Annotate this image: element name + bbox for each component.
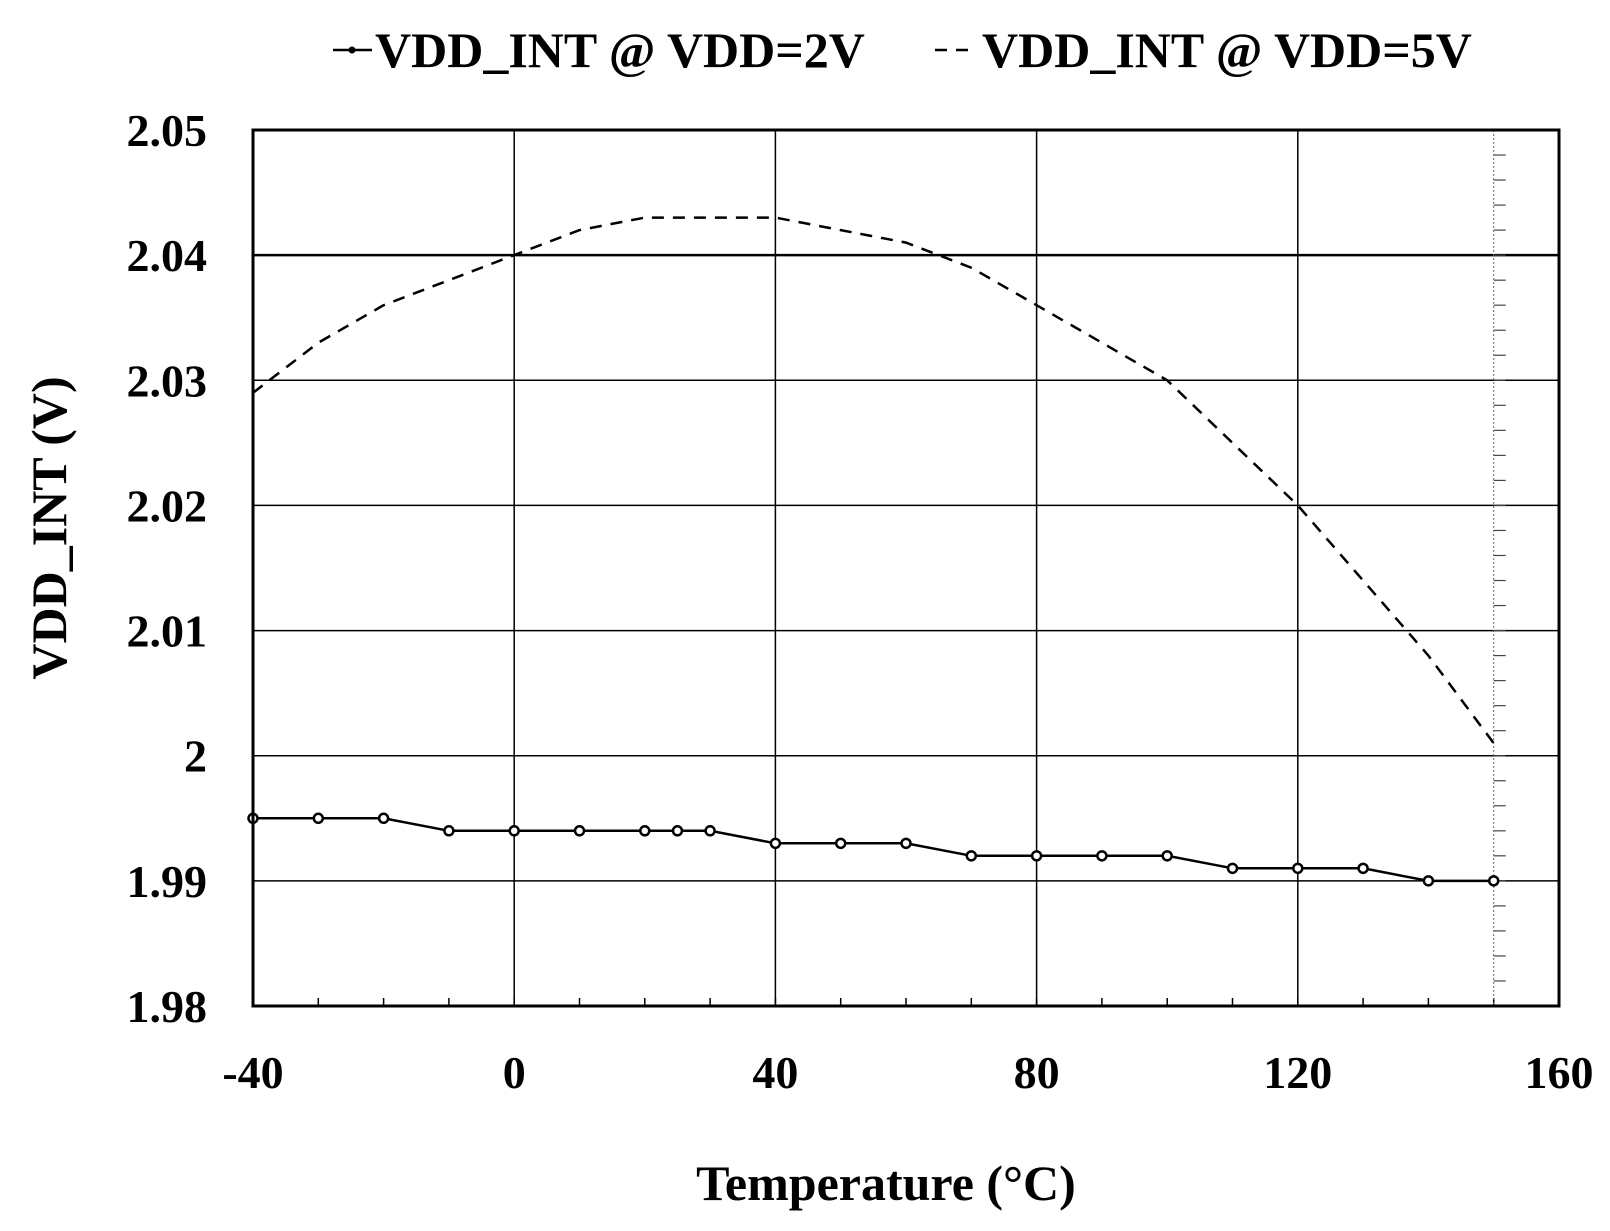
x-axis-title: Temperature (°C)	[696, 1155, 1076, 1211]
series-point	[1096, 850, 1108, 862]
x-tick-label: 160	[1525, 1047, 1594, 1098]
y-tick-label: 2.04	[127, 230, 208, 281]
series-layer	[247, 216, 1500, 887]
series-point	[965, 850, 978, 862]
series-point	[671, 825, 684, 837]
series-point	[377, 812, 390, 825]
series-line-1	[252, 216, 1495, 744]
y-axis-title: VDD_INT (V)	[21, 376, 77, 679]
x-tick-label: -40	[222, 1047, 283, 1098]
y-tick-label: 2.02	[127, 480, 208, 531]
legend: VDD_INT @ VDD=2V VDD_INT @ VDD=5V	[333, 22, 1472, 78]
y-tick-label: 2.01	[127, 606, 208, 657]
series-point	[1226, 862, 1239, 875]
series-line-0	[253, 817, 1494, 883]
series-point	[639, 825, 651, 837]
series-point	[1161, 850, 1173, 862]
right-minor-ticks	[1493, 129, 1506, 1007]
x-tick-labels: -40 0 40 80 120 160	[222, 1047, 1593, 1098]
y-tick-label: 1.99	[127, 856, 208, 907]
legend-label-5v: VDD_INT @ VDD=5V	[982, 22, 1472, 78]
series-point	[1292, 862, 1304, 875]
x-tick-label: 120	[1263, 1047, 1332, 1098]
x-tick-label: 80	[1014, 1047, 1060, 1098]
series-point	[1357, 862, 1369, 875]
series-point	[704, 825, 716, 837]
y-tick-label: 2	[184, 731, 207, 782]
series-point	[1487, 875, 1500, 887]
grid	[252, 129, 1560, 1007]
series-point	[312, 812, 325, 825]
series-point	[769, 837, 782, 850]
series-point	[573, 825, 586, 837]
y-tick-labels: 1.98 1.99 2 2.01 2.02 2.03 2.04 2.05	[127, 105, 208, 1032]
y-tick-label: 2.05	[127, 105, 208, 156]
series-point	[900, 837, 912, 850]
y-tick-label: 1.98	[127, 981, 208, 1032]
series-point	[834, 837, 847, 850]
legend-marker-2v	[348, 46, 356, 54]
legend-label-2v: VDD_INT @ VDD=2V	[375, 22, 865, 78]
x-tick-label: 40	[752, 1047, 798, 1098]
y-tick-label: 2.03	[127, 355, 208, 406]
x-tick-label: 0	[503, 1047, 526, 1098]
series-point	[443, 825, 455, 837]
series-point	[1422, 875, 1435, 887]
series-point	[508, 825, 520, 837]
legend-item-5v: VDD_INT @ VDD=5V	[935, 22, 1472, 78]
legend-item-2v: VDD_INT @ VDD=2V	[333, 22, 865, 78]
plot-frame	[251, 128, 1561, 1008]
series-point	[1030, 850, 1043, 862]
